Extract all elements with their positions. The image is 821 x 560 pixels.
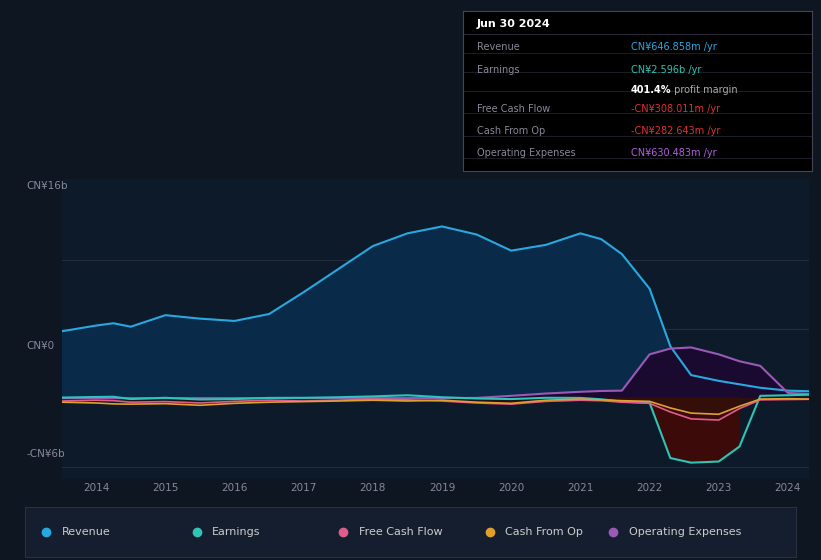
- Text: Free Cash Flow: Free Cash Flow: [477, 104, 550, 114]
- Text: CN¥646.858m /yr: CN¥646.858m /yr: [631, 41, 716, 52]
- Text: Jun 30 2024: Jun 30 2024: [477, 19, 551, 29]
- Text: CN¥2.596b /yr: CN¥2.596b /yr: [631, 66, 701, 76]
- Text: -CN¥6b: -CN¥6b: [26, 449, 65, 459]
- Text: Earnings: Earnings: [212, 527, 260, 537]
- Text: Revenue: Revenue: [477, 41, 520, 52]
- Text: 401.4%: 401.4%: [631, 85, 671, 95]
- Text: Earnings: Earnings: [477, 66, 520, 76]
- Text: CN¥0: CN¥0: [26, 340, 54, 351]
- Text: Cash From Op: Cash From Op: [506, 527, 583, 537]
- Text: -CN¥282.643m /yr: -CN¥282.643m /yr: [631, 126, 720, 136]
- Text: Cash From Op: Cash From Op: [477, 126, 545, 136]
- Text: Free Cash Flow: Free Cash Flow: [359, 527, 443, 537]
- Text: -CN¥308.011m /yr: -CN¥308.011m /yr: [631, 104, 720, 114]
- Text: CN¥630.483m /yr: CN¥630.483m /yr: [631, 148, 716, 158]
- Text: Revenue: Revenue: [62, 527, 110, 537]
- Text: CN¥16b: CN¥16b: [26, 181, 68, 192]
- Text: Operating Expenses: Operating Expenses: [629, 527, 741, 537]
- Text: profit margin: profit margin: [671, 85, 737, 95]
- Text: Operating Expenses: Operating Expenses: [477, 148, 576, 158]
